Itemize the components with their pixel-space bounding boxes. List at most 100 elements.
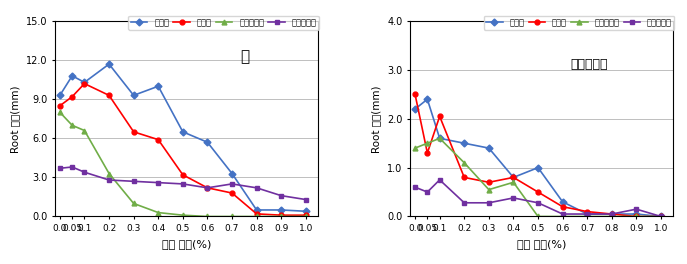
- 간척지토양: [559, 213, 567, 216]
- 간척지토양: [534, 201, 542, 204]
- 바닷물: [657, 215, 665, 218]
- 간척지토양: [80, 171, 89, 174]
- 간척지토양: [56, 167, 64, 170]
- 바닷물: [436, 137, 444, 140]
- 바닷물: [485, 147, 493, 150]
- 천일염: [56, 104, 64, 107]
- 천일염: [228, 191, 236, 195]
- 간척지토양: [105, 178, 113, 182]
- 간척지토양: [583, 213, 592, 216]
- Line: 염화나트륨: 염화나트륨: [413, 136, 664, 219]
- 천일염: [632, 215, 640, 218]
- 천일염: [534, 190, 542, 194]
- 염화나트륨: [68, 124, 76, 127]
- 바닷물: [608, 213, 616, 216]
- 간척지토양: [302, 198, 310, 201]
- 염화나트륨: [80, 129, 89, 132]
- 간척지토양: [436, 178, 444, 181]
- Line: 간척지토양: 간척지토양: [413, 177, 664, 219]
- 염화나트륨: [608, 215, 616, 218]
- 염화나트륨: [583, 215, 592, 218]
- 천일염: [509, 176, 517, 179]
- 천일염: [105, 94, 113, 97]
- 염화나트륨: [423, 142, 431, 145]
- 천일염: [277, 214, 285, 217]
- Line: 간척지토양: 간척지토양: [58, 164, 308, 202]
- 천일염: [302, 214, 310, 217]
- 간척지토양: [632, 208, 640, 211]
- Text: 벼: 벼: [240, 49, 249, 64]
- 천일염: [203, 186, 212, 189]
- 천일염: [460, 176, 469, 179]
- Line: 바닷물: 바닷물: [58, 62, 308, 214]
- Line: 천일염: 천일염: [58, 81, 308, 218]
- 바닷물: [632, 213, 640, 216]
- 간척지토양: [509, 196, 517, 200]
- Line: 바닷물: 바닷물: [413, 97, 664, 219]
- 간척지토양: [130, 180, 138, 183]
- 염화나트륨: [105, 172, 113, 175]
- 간척지토양: [608, 213, 616, 216]
- 천일염: [436, 115, 444, 118]
- Line: 염화나트륨: 염화나트륨: [58, 110, 308, 219]
- 간척지토양: [485, 201, 493, 204]
- 염화나트륨: [228, 215, 236, 218]
- 염화나트륨: [56, 111, 64, 114]
- 천일염: [423, 151, 431, 154]
- 염화나트륨: [632, 215, 640, 218]
- 염화나트륨: [203, 215, 212, 218]
- 바닷물: [460, 142, 469, 145]
- 간척지토양: [68, 166, 76, 169]
- 바닷물: [423, 98, 431, 101]
- 염화나트륨: [179, 214, 187, 217]
- 천일염: [154, 138, 162, 141]
- 간척지토양: [228, 182, 236, 186]
- 천일염: [411, 93, 419, 96]
- 바닷물: [302, 210, 310, 213]
- 바닷물: [179, 130, 187, 133]
- 천일염: [80, 82, 89, 85]
- 염화나트륨: [534, 215, 542, 218]
- 천일염: [130, 130, 138, 133]
- 염화나트륨: [277, 215, 285, 218]
- 천일염: [179, 173, 187, 176]
- 바닷물: [80, 81, 89, 84]
- 바닷물: [203, 141, 212, 144]
- 간척지토양: [203, 186, 212, 189]
- Legend: 바닷물, 천일염, 염화나트륨, 간척지토양: 바닷물, 천일염, 염화나트륨, 간척지토양: [484, 16, 675, 30]
- 염화나트륨: [302, 215, 310, 218]
- 간척지토양: [411, 186, 419, 189]
- Y-axis label: Root 길이(mm): Root 길이(mm): [372, 85, 381, 153]
- 간척지토양: [252, 186, 260, 189]
- 간척지토양: [154, 181, 162, 184]
- Y-axis label: Root 길이(mm): Root 길이(mm): [10, 85, 20, 153]
- 염화나트륨: [559, 215, 567, 218]
- Legend: 바닷물, 천일염, 염화나트륨, 간척지토양: 바닷물, 천일염, 염화나트륨, 간척지토양: [128, 16, 319, 30]
- Text: 헤어리베치: 헤어리베치: [570, 58, 608, 70]
- 염화나트륨: [460, 161, 469, 164]
- 염화나트륨: [436, 137, 444, 140]
- 바닷물: [252, 208, 260, 211]
- 바닷물: [559, 200, 567, 203]
- 간척지토양: [460, 201, 469, 204]
- 천일염: [252, 212, 260, 215]
- 염화나트륨: [154, 211, 162, 214]
- 간척지토양: [277, 194, 285, 197]
- 천일염: [608, 213, 616, 216]
- 염화나트륨: [485, 188, 493, 191]
- 간척지토양: [657, 215, 665, 218]
- 바닷물: [534, 166, 542, 169]
- 바닷물: [56, 94, 64, 97]
- 간척지토양: [423, 190, 431, 194]
- 천일염: [657, 215, 665, 218]
- 염화나트륨: [509, 181, 517, 184]
- 바닷물: [228, 172, 236, 175]
- 천일염: [559, 205, 567, 208]
- 바닷물: [105, 63, 113, 66]
- 간척지토양: [179, 182, 187, 186]
- 천일염: [485, 181, 493, 184]
- 바닷물: [411, 107, 419, 111]
- 바닷물: [68, 74, 76, 77]
- 바닷물: [583, 213, 592, 216]
- X-axis label: 염분 농도(%): 염분 농도(%): [162, 239, 211, 249]
